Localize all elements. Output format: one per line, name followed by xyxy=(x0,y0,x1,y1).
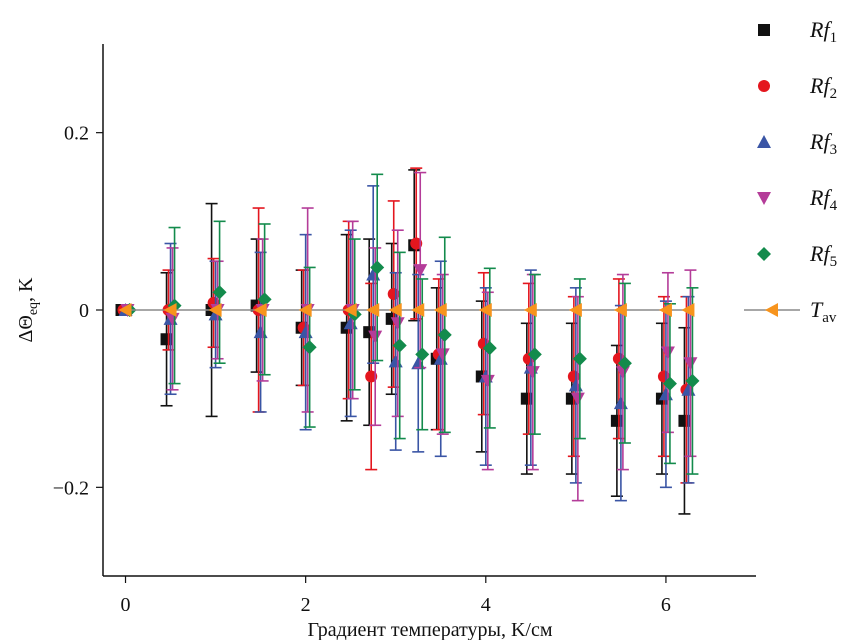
data-point xyxy=(615,366,630,380)
data-point xyxy=(435,348,450,362)
data-point xyxy=(392,338,407,353)
data-point xyxy=(411,303,425,317)
legend-entry: Rf2 xyxy=(758,73,837,102)
series-rf3 xyxy=(118,185,696,502)
y-tick-label: −0.2 xyxy=(53,477,89,499)
data-point xyxy=(253,325,268,339)
data-point xyxy=(570,392,585,406)
legend-label: Rf3 xyxy=(809,129,837,158)
series-tav xyxy=(118,303,695,317)
legend-label-sub: 3 xyxy=(830,142,838,158)
legend-label-sub: 5 xyxy=(830,254,838,270)
series-rf5 xyxy=(122,173,700,475)
y-axis-label: ΔΘeq, K xyxy=(15,277,41,343)
y-axis-label-sub: eq xyxy=(26,302,41,315)
y-axis-label-main: ΔΘ xyxy=(15,315,37,342)
data-point xyxy=(437,327,452,342)
data-point xyxy=(388,354,403,368)
data-point xyxy=(660,346,675,360)
legend-label: Tav xyxy=(810,297,837,326)
legend-entry: Rf4 xyxy=(757,185,838,214)
y-axis-label-suffix: , K xyxy=(15,277,37,302)
legend: Rf1 Rf2 Rf3 Rf4 Rf5 Tav xyxy=(744,17,838,326)
legend-label-sub: 1 xyxy=(830,30,838,46)
x-tick-label: 4 xyxy=(481,594,491,616)
data-point xyxy=(662,376,677,391)
data-point xyxy=(572,351,587,366)
legend-entry: Rf3 xyxy=(757,129,837,158)
data-point xyxy=(523,303,537,317)
data-point xyxy=(678,414,691,427)
data-point xyxy=(370,260,385,275)
data-point xyxy=(302,340,317,355)
data-point xyxy=(212,285,227,300)
data-point xyxy=(415,347,430,362)
ticks: 0 2 4 6 0.2 0 −0.2 xyxy=(53,123,671,616)
x-tick-label: 6 xyxy=(661,594,671,616)
data-point xyxy=(366,303,380,317)
legend-marker xyxy=(757,192,771,205)
data-point xyxy=(568,303,582,317)
data-point xyxy=(365,370,378,383)
data-point xyxy=(478,303,492,317)
y-tick-label: 0 xyxy=(79,300,89,322)
data-point xyxy=(298,303,312,317)
legend-label-sub: av xyxy=(822,310,837,326)
legend-label: Rf5 xyxy=(809,241,837,270)
legend-entry: Rf5 xyxy=(757,241,837,270)
data-point xyxy=(525,366,540,380)
data-point xyxy=(253,303,267,317)
data-point xyxy=(567,370,580,383)
data-point xyxy=(160,333,173,346)
data-point xyxy=(257,292,272,307)
data-point xyxy=(520,392,533,405)
legend-label: Rf1 xyxy=(809,17,837,46)
data-point xyxy=(387,288,400,301)
legend-marker xyxy=(757,135,771,148)
legend-label-sub: 2 xyxy=(830,86,838,102)
data-point xyxy=(410,237,423,250)
data-point xyxy=(658,303,672,317)
y-tick-label: 0.2 xyxy=(64,123,89,145)
data-point xyxy=(527,347,542,362)
data-point xyxy=(683,357,698,371)
series-rf4 xyxy=(120,171,698,502)
data-point xyxy=(610,414,623,427)
data-point xyxy=(681,303,695,317)
data-point xyxy=(118,303,132,317)
legend-entry: Rf1 xyxy=(758,17,837,46)
data-point xyxy=(163,303,177,317)
x-tick-label: 0 xyxy=(121,594,131,616)
data-point xyxy=(433,303,447,317)
x-axis-label: Градиент температуры, K/см xyxy=(307,619,552,640)
legend-label-sub: 4 xyxy=(830,198,838,214)
plot-area xyxy=(115,167,700,515)
legend-marker xyxy=(758,24,770,36)
legend-marker xyxy=(757,247,771,261)
data-point xyxy=(480,374,495,388)
data-point xyxy=(613,303,627,317)
x-tick-label: 2 xyxy=(301,594,311,616)
legend-entry: Tav xyxy=(744,297,837,326)
series-rf2 xyxy=(117,167,693,484)
data-point xyxy=(208,303,222,317)
data-point xyxy=(390,317,405,331)
legend-marker xyxy=(765,303,778,317)
data-point xyxy=(613,396,628,410)
legend-label: Rf2 xyxy=(809,73,837,102)
data-point xyxy=(388,303,402,317)
data-point xyxy=(343,303,357,317)
legend-label: Rf4 xyxy=(809,185,838,214)
data-point xyxy=(482,341,497,356)
legend-marker xyxy=(758,80,770,92)
data-point xyxy=(617,356,632,371)
data-point xyxy=(657,370,670,383)
data-point xyxy=(368,330,383,344)
data-point xyxy=(685,373,700,388)
data-point xyxy=(413,264,428,278)
